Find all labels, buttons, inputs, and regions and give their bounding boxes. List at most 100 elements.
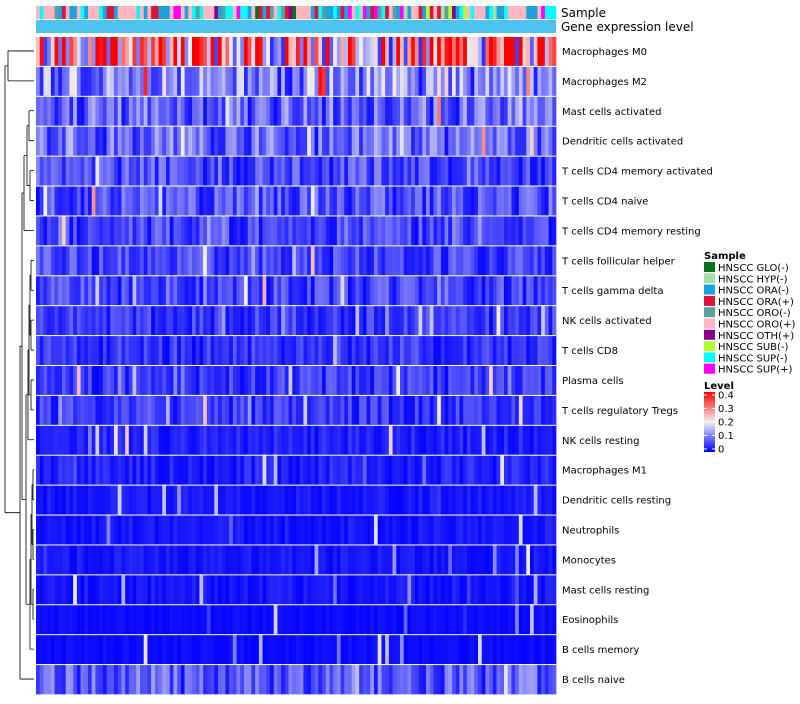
sample-annotation-cell: [88, 6, 93, 19]
heatmap-cell: [39, 125, 44, 156]
heatmap-cell: [88, 335, 93, 366]
heatmap-cell: [65, 454, 70, 485]
heatmap-cell: [162, 36, 167, 67]
heatmap-cell: [407, 544, 412, 575]
heatmap-cell: [91, 365, 96, 396]
heatmap-cell: [314, 454, 319, 485]
heatmap-cell: [169, 544, 174, 575]
heatmap-cell: [388, 574, 393, 605]
heatmap-cell: [232, 424, 237, 456]
heatmap-cell: [180, 544, 185, 575]
heatmap-cell: [203, 275, 208, 306]
heatmap-cell: [370, 155, 375, 186]
heatmap-cell: [218, 305, 223, 336]
heatmap-cell: [192, 574, 197, 605]
heatmap-cell: [102, 245, 107, 276]
sample-legend-label: HNSCC ORA(-): [718, 286, 789, 297]
heatmap-cell: [244, 544, 249, 575]
heatmap-cell: [348, 95, 353, 127]
heatmap-cell: [173, 484, 178, 515]
heatmap-cell: [128, 604, 133, 635]
heatmap-cell: [385, 454, 390, 485]
heatmap-cell: [177, 335, 182, 366]
heatmap-cell: [377, 634, 382, 665]
heatmap-cell: [36, 215, 41, 246]
heatmap-cell: [50, 454, 55, 485]
heatmap-cell: [426, 424, 431, 456]
heatmap-cell: [36, 245, 41, 276]
heatmap-cell: [318, 95, 323, 127]
heatmap-cell: [444, 125, 449, 156]
heatmap-cell: [125, 215, 130, 246]
heatmap-cell: [125, 305, 130, 336]
heatmap-cell: [218, 544, 223, 575]
heatmap-cell: [537, 604, 542, 635]
heatmap-cell: [151, 604, 156, 635]
heatmap-cell: [292, 65, 297, 97]
heatmap-cell: [102, 664, 107, 695]
heatmap-cell: [385, 544, 390, 575]
heatmap-cell: [62, 36, 67, 67]
heatmap-cell: [84, 454, 89, 485]
heatmap-cell: [151, 305, 156, 336]
heatmap-cell: [206, 664, 211, 695]
heatmap-cell: [173, 215, 178, 246]
heatmap-cell: [47, 185, 52, 216]
heatmap-cell: [414, 664, 419, 695]
heatmap-cell: [273, 245, 278, 276]
sample-annotation-cell: [544, 6, 549, 19]
heatmap-cell: [284, 514, 289, 545]
heatmap-cell: [258, 185, 263, 216]
heatmap-cell: [192, 514, 197, 545]
heatmap-cell: [188, 604, 193, 635]
heatmap-cell: [455, 664, 460, 695]
heatmap-cell: [333, 125, 338, 156]
heatmap-cell: [39, 544, 44, 575]
heatmap-cell: [258, 305, 263, 336]
heatmap-cell: [515, 664, 520, 695]
heatmap-cell: [325, 36, 330, 67]
heatmap-cell: [437, 335, 442, 366]
heatmap-cell: [73, 634, 78, 665]
heatmap-cell: [284, 544, 289, 575]
heatmap-cell: [548, 544, 553, 575]
heatmap-cell: [348, 245, 353, 276]
heatmap-cell: [292, 95, 297, 127]
heatmap-cell: [117, 125, 122, 156]
heatmap-cell: [273, 454, 278, 485]
heatmap-cell: [496, 305, 501, 336]
heatmap-cell: [255, 394, 260, 426]
heatmap-cell: [359, 574, 364, 605]
heatmap-cell: [392, 394, 397, 426]
heatmap-cell: [273, 424, 278, 456]
heatmap-cell: [232, 215, 237, 246]
heatmap-cell: [385, 155, 390, 186]
heatmap-cell: [530, 394, 535, 426]
heatmap-cell: [544, 484, 549, 515]
heatmap-cell: [340, 305, 345, 336]
heatmap-cell: [392, 484, 397, 515]
heatmap-cell: [195, 394, 200, 426]
heatmap-cell: [452, 65, 457, 97]
heatmap-cell: [518, 95, 523, 127]
heatmap-cell: [58, 604, 63, 635]
heatmap-cell: [266, 125, 271, 156]
sample-annotation-cell: [474, 6, 479, 19]
heatmap-cell: [169, 335, 174, 366]
heatmap-cell: [147, 245, 152, 276]
heatmap-cell: [199, 514, 204, 545]
heatmap-cell: [344, 514, 349, 545]
heatmap-cell: [526, 185, 531, 216]
heatmap-cell: [270, 634, 275, 665]
heatmap-cell: [203, 484, 208, 515]
heatmap-cell: [374, 275, 379, 306]
heatmap-cell: [154, 544, 159, 575]
heatmap-cell: [258, 335, 263, 366]
row-label: B cells memory: [562, 645, 639, 656]
heatmap-cell: [36, 484, 41, 515]
heatmap-cell: [407, 125, 412, 156]
heatmap-cell: [125, 664, 130, 695]
heatmap-cell: [62, 185, 67, 216]
heatmap-cell: [292, 335, 297, 366]
